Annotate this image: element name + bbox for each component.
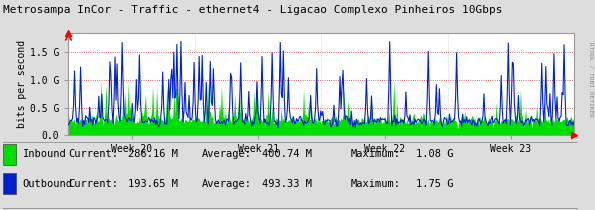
Text: 493.33 M: 493.33 M — [262, 179, 312, 189]
Text: RTOOL / TOBI OETIKER: RTOOL / TOBI OETIKER — [588, 42, 593, 117]
Text: Metrosampa InCor - Traffic - ethernet4 - Ligacao Complexo Pinheiros 10Gbps: Metrosampa InCor - Traffic - ethernet4 -… — [3, 5, 502, 15]
Text: Current:: Current: — [68, 149, 118, 159]
Text: Inbound: Inbound — [23, 149, 67, 159]
Text: 193.65 M: 193.65 M — [128, 179, 178, 189]
Text: Maximum:: Maximum: — [351, 149, 401, 159]
Text: Outbound: Outbound — [23, 179, 73, 189]
Y-axis label: bits per second: bits per second — [17, 40, 27, 128]
Text: 400.74 M: 400.74 M — [262, 149, 312, 159]
Text: Average:: Average: — [202, 179, 252, 189]
Text: 286.16 M: 286.16 M — [128, 149, 178, 159]
Text: 1.75 G: 1.75 G — [416, 179, 454, 189]
Text: Current:: Current: — [68, 179, 118, 189]
Text: Maximum:: Maximum: — [351, 179, 401, 189]
Text: Average:: Average: — [202, 149, 252, 159]
Text: 1.08 G: 1.08 G — [416, 149, 454, 159]
